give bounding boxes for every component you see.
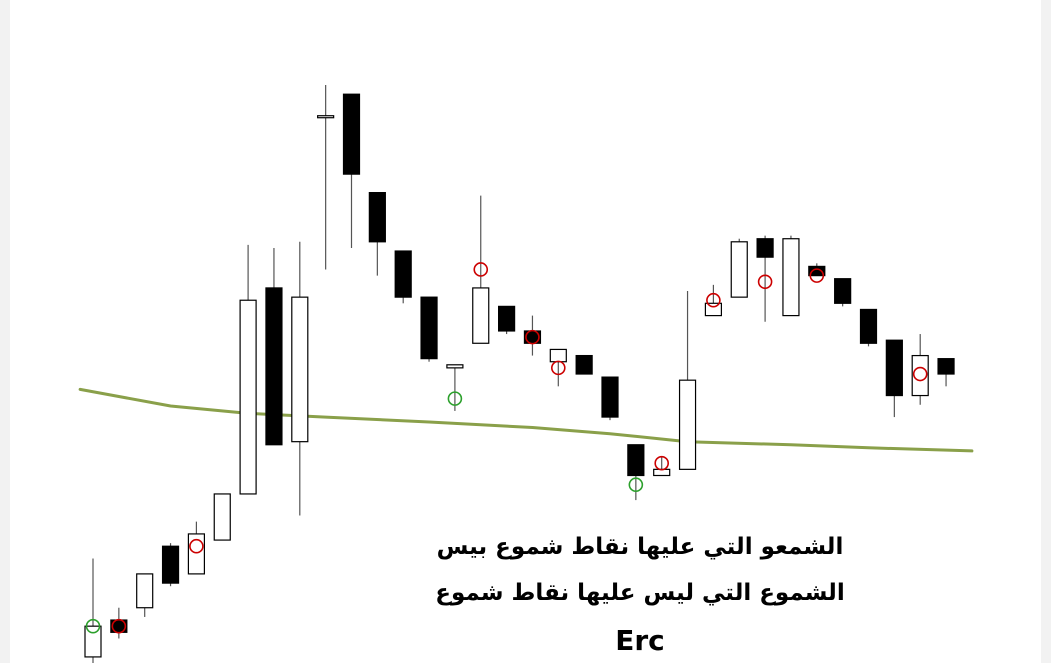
candle-bearish — [575, 354, 593, 375]
candle-bullish — [549, 348, 567, 363]
buy-signal-marker — [628, 477, 644, 493]
candlestick-chart — [78, 84, 974, 663]
annotation-line-1: الشمعو التي عليها نقاط شموع بيس — [436, 534, 844, 560]
candle-bearish — [808, 265, 826, 277]
sell-signal-marker — [912, 366, 928, 382]
candle-bullish — [730, 241, 748, 298]
candle-bearish — [601, 376, 619, 418]
candle-bullish — [239, 299, 257, 495]
buy-signal-marker — [447, 391, 463, 406]
candle-bullish — [84, 625, 102, 658]
moving-average-line — [78, 387, 974, 453]
candle-bullish — [213, 493, 231, 541]
candle-bearish — [265, 287, 283, 446]
candle-bearish — [756, 238, 774, 258]
candle-bearish — [161, 545, 180, 584]
sell-signal-marker — [111, 618, 127, 634]
candle-bullish — [446, 364, 464, 369]
candle-bearish — [368, 192, 386, 243]
candle-bearish — [498, 305, 516, 332]
sell-signal-marker — [706, 292, 721, 308]
candle-bullish — [472, 287, 490, 344]
sell-signal-marker — [809, 268, 825, 283]
sell-signal-marker — [473, 262, 489, 277]
candle-bearish — [394, 250, 412, 298]
sell-signal-marker — [550, 360, 566, 376]
candle-bearish — [420, 296, 438, 360]
sell-signal-marker — [189, 538, 204, 554]
candle-bullish — [136, 573, 154, 609]
chart-area — [10, 0, 1041, 663]
candle-bearish — [885, 339, 903, 397]
candle-bullish — [187, 533, 205, 575]
candle-bullish — [911, 354, 929, 397]
candle-bearish — [627, 444, 645, 477]
candle-bearish — [937, 358, 955, 375]
candle-bullish — [782, 238, 800, 317]
candle-bullish — [704, 302, 723, 317]
candle-bullish — [291, 296, 309, 443]
annotation-line-2: الشموع التي ليس عليها نقاط شموع — [435, 580, 845, 606]
candle-bearish — [859, 308, 878, 344]
annotation-line-3: Erc — [615, 624, 665, 657]
sell-signal-marker — [757, 274, 773, 290]
candle-bearish — [342, 93, 361, 175]
candle-bullish — [678, 379, 697, 470]
buy-signal-marker — [85, 618, 101, 634]
candle-bearish — [834, 278, 852, 304]
candle-bullish — [317, 115, 335, 119]
sell-signal-marker — [654, 455, 670, 471]
sell-signal-marker — [525, 329, 540, 345]
